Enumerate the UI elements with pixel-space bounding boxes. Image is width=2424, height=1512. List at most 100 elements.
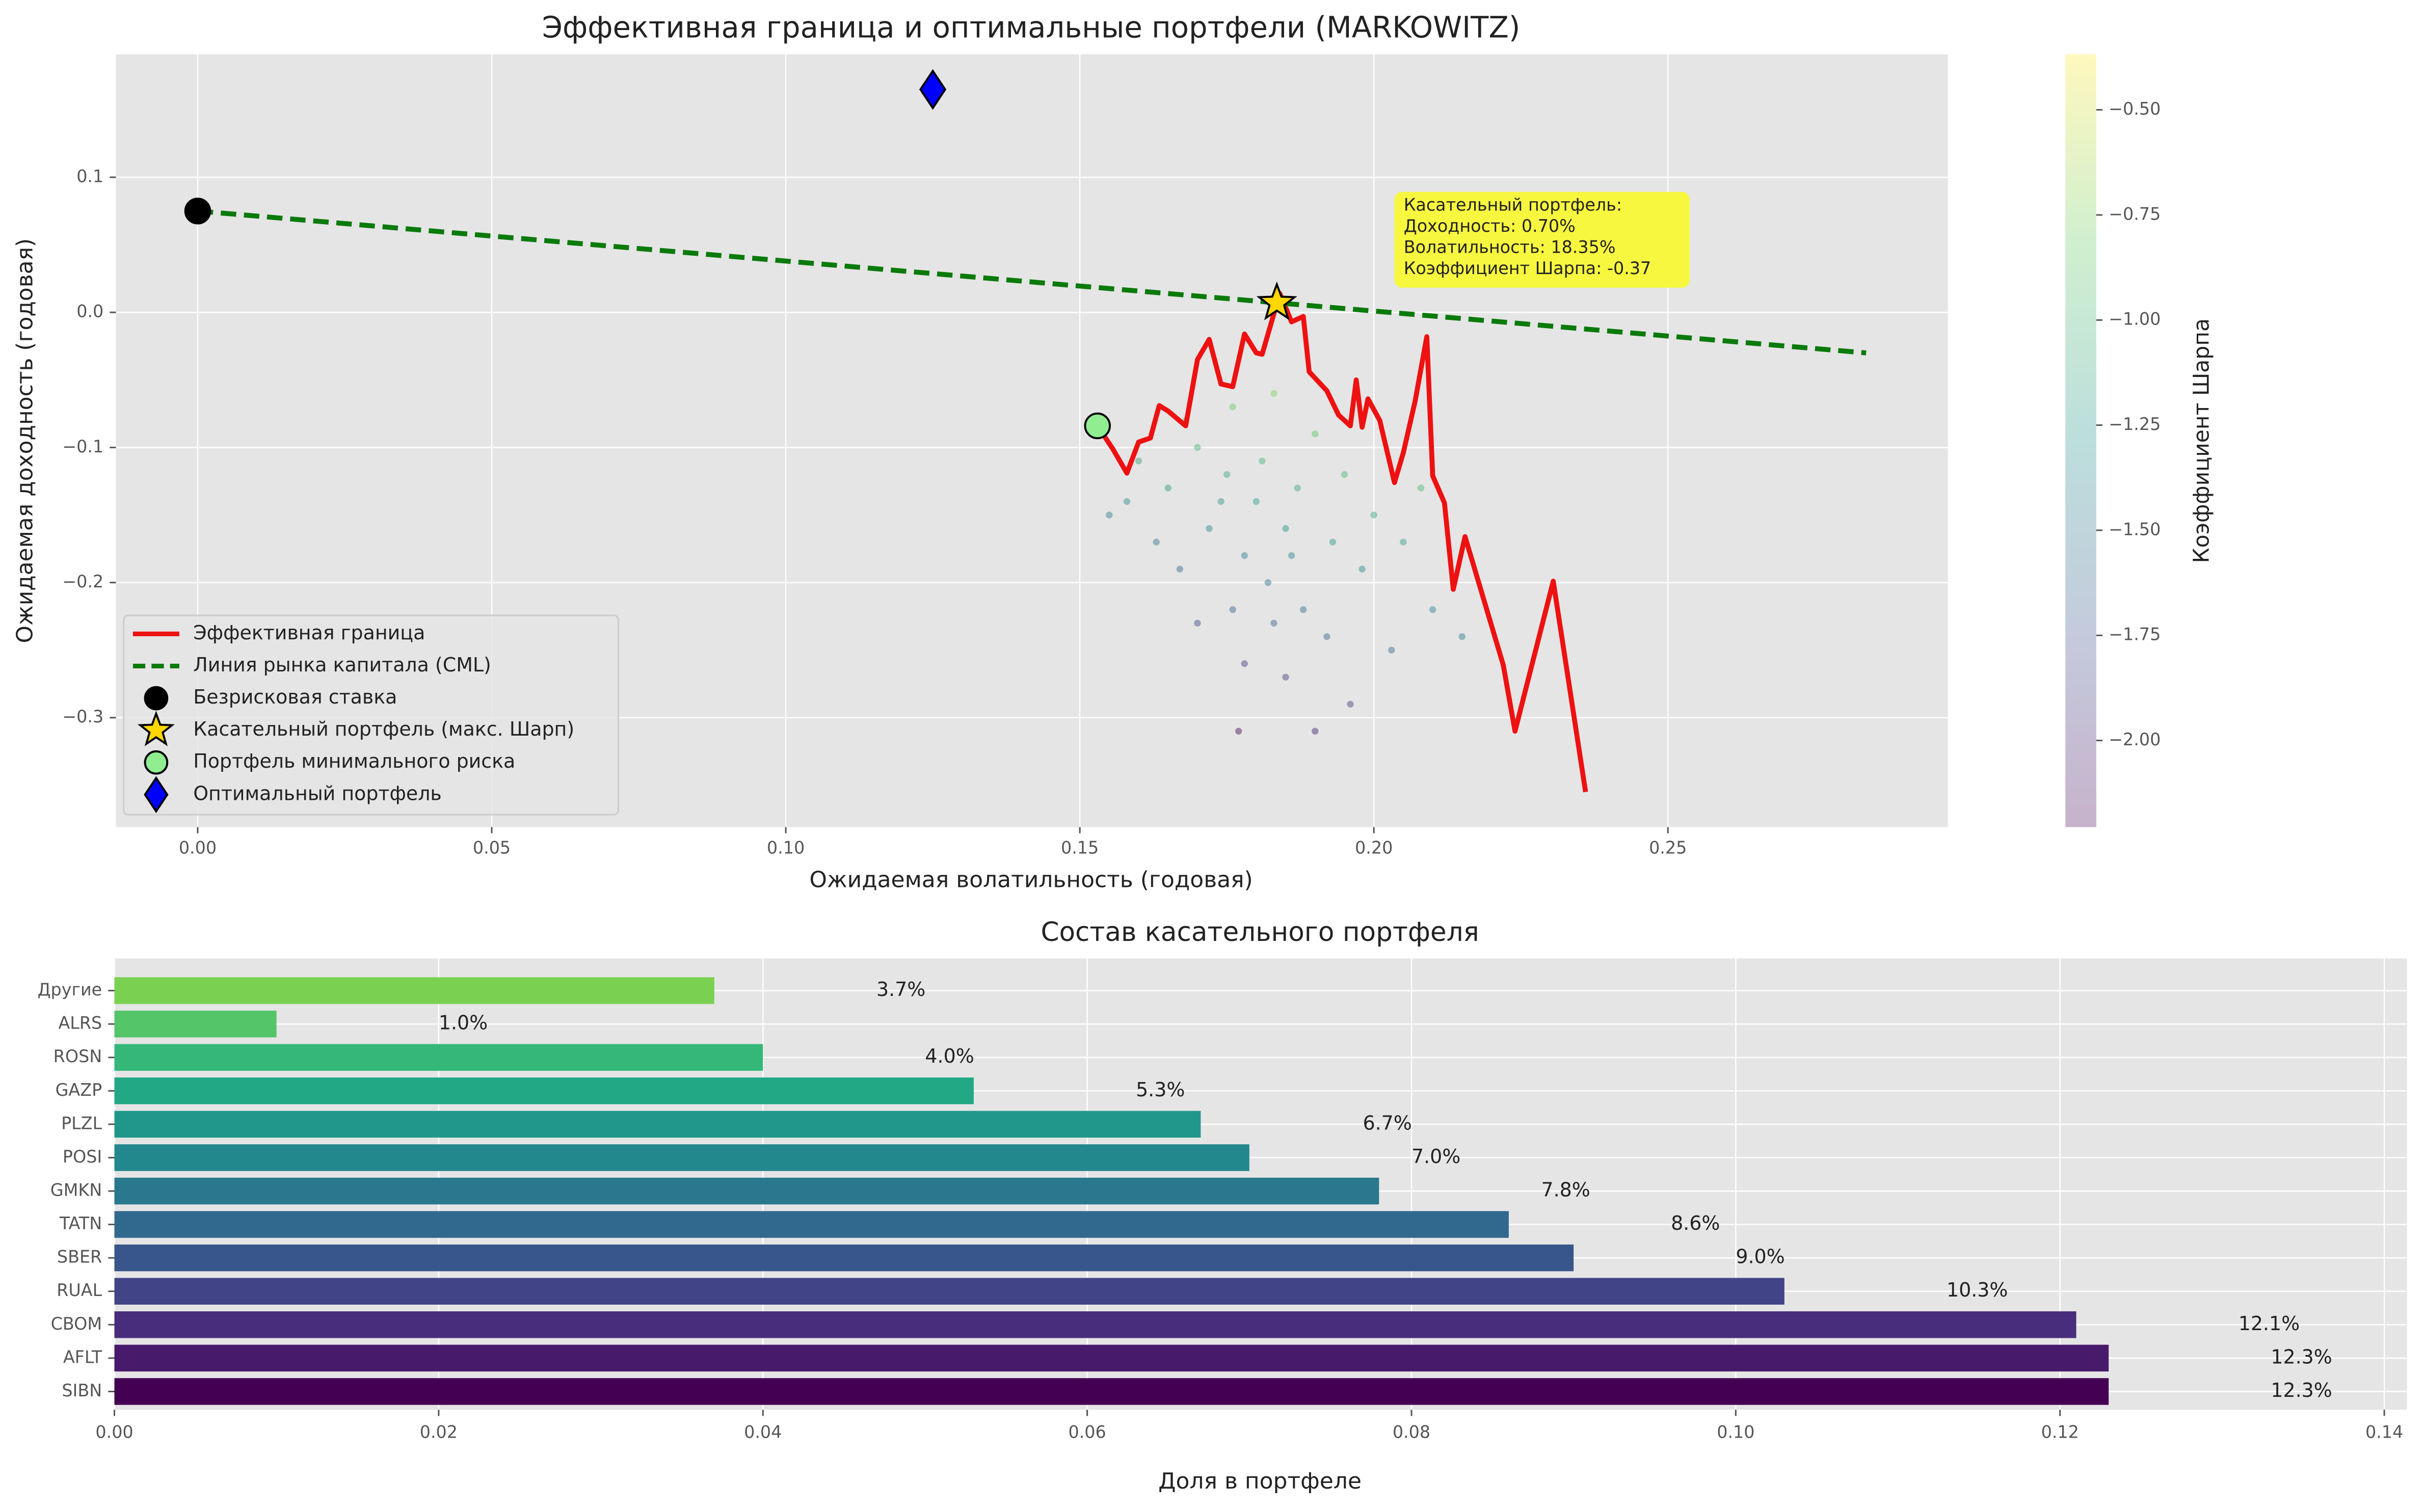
x-tick-label: 0.00 bbox=[95, 1422, 133, 1442]
bar bbox=[114, 1177, 1379, 1205]
x-tick-label: 0.14 bbox=[2365, 1422, 2403, 1442]
value-label: 12.3% bbox=[2271, 1345, 2332, 1368]
y-tick-label: −0.1 bbox=[62, 437, 103, 456]
portfolio-point bbox=[1241, 660, 1248, 667]
portfolio-point bbox=[1323, 633, 1330, 640]
series-line bbox=[197, 208, 1867, 356]
value-label: 7.0% bbox=[1411, 1145, 1460, 1168]
value-label: 4.0% bbox=[925, 1045, 974, 1067]
y-tick-label: 0.0 bbox=[76, 302, 103, 321]
y-tick-label: RUAL bbox=[57, 1280, 102, 1300]
x-tick-label: 0.10 bbox=[767, 838, 805, 858]
y-tick-label: Другие bbox=[38, 980, 102, 1000]
legend-swatch bbox=[137, 711, 175, 746]
portfolio-point bbox=[1223, 471, 1231, 478]
value-label: 12.3% bbox=[2271, 1379, 2332, 1401]
legend-box bbox=[123, 614, 620, 816]
portfolio-point bbox=[1217, 498, 1224, 505]
y-tick-label: SBER bbox=[57, 1247, 102, 1267]
portfolio-point bbox=[1347, 700, 1354, 708]
series-line bbox=[1095, 291, 1588, 793]
x-tick-label: 0.00 bbox=[179, 838, 217, 858]
diamond-marker bbox=[919, 69, 947, 110]
x-tick-label: 0.12 bbox=[2041, 1422, 2079, 1442]
value-label: 5.3% bbox=[1136, 1078, 1185, 1101]
portfolio-point bbox=[1253, 498, 1260, 505]
legend-label: Портфель минимального риска bbox=[193, 750, 515, 772]
bar bbox=[114, 1010, 277, 1038]
x-tick-label: 0.25 bbox=[1649, 838, 1687, 858]
portfolio-point bbox=[1429, 606, 1436, 613]
portfolio-point bbox=[1194, 619, 1201, 627]
x-tick-label: 0.10 bbox=[1717, 1422, 1754, 1442]
portfolio-point bbox=[1123, 498, 1131, 505]
value-label: 1.0% bbox=[439, 1012, 488, 1034]
x-tick-label: 0.15 bbox=[1061, 838, 1099, 858]
portfolio-point bbox=[1341, 471, 1348, 478]
portfolio-point bbox=[1288, 552, 1295, 559]
portfolio-point bbox=[1235, 727, 1242, 735]
annotation-text: Доходность: 0.70% bbox=[1404, 216, 1576, 236]
portfolio-point bbox=[1388, 646, 1395, 654]
portfolio-point bbox=[1206, 525, 1213, 532]
portfolio-point bbox=[1312, 430, 1319, 438]
colorbar-tick-label: −1.00 bbox=[2109, 309, 2161, 329]
portfolio-point bbox=[1270, 619, 1277, 627]
annotation-box bbox=[1394, 192, 1690, 288]
value-label: 3.7% bbox=[876, 978, 925, 1001]
bar bbox=[114, 1144, 1249, 1171]
bar bbox=[114, 1077, 974, 1104]
portfolio-point bbox=[1176, 565, 1183, 573]
value-label: 9.0% bbox=[1736, 1246, 1784, 1268]
y-axis-label: Ожидаемая доходность (годовая) bbox=[12, 238, 38, 643]
colorbar bbox=[2065, 54, 2096, 827]
legend: Эффективная граница Линия рынка капитала … bbox=[123, 614, 620, 816]
value-label: 10.3% bbox=[1947, 1279, 2008, 1301]
colorbar-tick-label: −0.50 bbox=[2109, 99, 2161, 119]
y-tick-label: ROSN bbox=[54, 1046, 102, 1066]
value-label: 6.7% bbox=[1363, 1112, 1412, 1134]
portfolio-point bbox=[1270, 390, 1277, 397]
legend-swatch bbox=[144, 686, 169, 711]
bar bbox=[114, 1278, 1784, 1305]
portfolio-point bbox=[1282, 525, 1289, 532]
x-tick-label: 0.20 bbox=[1355, 838, 1393, 858]
portfolio-point bbox=[1106, 511, 1113, 519]
colorbar-tick-label: −0.75 bbox=[2109, 204, 2161, 224]
portfolio-point bbox=[1164, 484, 1171, 492]
x-axis-label: Ожидаемая волатильность (годовая) bbox=[809, 867, 1253, 893]
x-tick-label: 0.06 bbox=[1068, 1422, 1106, 1442]
bar bbox=[114, 1244, 1574, 1272]
legend-label: Линия рынка капитала (CML) bbox=[193, 654, 491, 676]
portfolio-point bbox=[1264, 579, 1272, 586]
legend-label: Безрисковая ставка bbox=[193, 686, 397, 708]
portfolio-point bbox=[1153, 538, 1160, 546]
bar bbox=[114, 1111, 1201, 1138]
colorbar-tick-label: −1.75 bbox=[2109, 625, 2161, 644]
y-tick-label: CBOM bbox=[51, 1314, 102, 1334]
portfolio-point bbox=[1312, 727, 1319, 735]
colorbar-tick-label: −1.25 bbox=[2109, 414, 2161, 434]
bar bbox=[114, 1311, 2076, 1338]
y-tick-label: −0.2 bbox=[62, 572, 103, 591]
portfolio-point bbox=[1300, 606, 1307, 613]
y-tick-label: POSI bbox=[63, 1147, 102, 1167]
y-tick-label: AFLT bbox=[63, 1347, 102, 1367]
circle-marker bbox=[1084, 412, 1111, 440]
portfolio-point bbox=[1229, 403, 1236, 411]
colorbar-tick-label: −2.00 bbox=[2109, 730, 2161, 749]
portfolio-point bbox=[1329, 538, 1337, 546]
legend-swatch bbox=[144, 776, 169, 814]
bar bbox=[114, 1378, 2109, 1405]
value-label: 12.1% bbox=[2239, 1312, 2300, 1335]
legend-label: Оптимальный портфель bbox=[193, 782, 442, 804]
portfolio-point bbox=[1282, 673, 1289, 681]
bar bbox=[114, 1044, 763, 1071]
chart-title: Состав касательного портфеля bbox=[1041, 917, 1479, 948]
y-tick-label: GAZP bbox=[56, 1080, 102, 1100]
portfolio-point bbox=[1417, 484, 1425, 492]
value-label: 8.6% bbox=[1671, 1212, 1720, 1234]
y-tick-label: PLZL bbox=[61, 1113, 102, 1133]
